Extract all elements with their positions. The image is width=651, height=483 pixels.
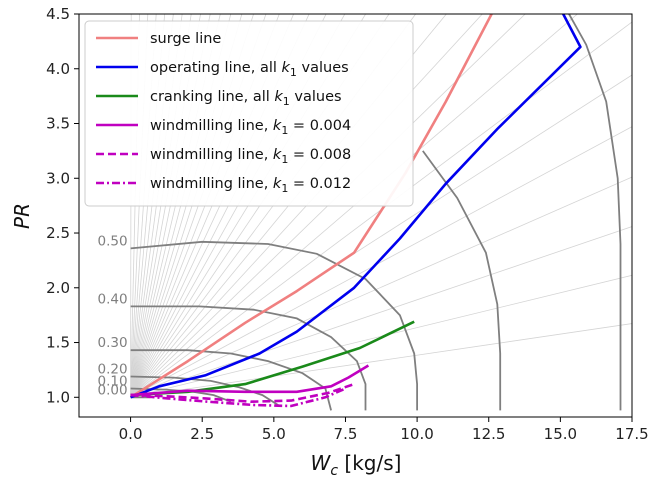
x-tick-label: 12.5 — [472, 425, 505, 443]
legend-label: windmilling line, k1 = 0.004 — [150, 118, 351, 137]
series-line — [130, 364, 370, 397]
beta-line — [130, 274, 632, 398]
series-lines — [129, 14, 582, 408]
y-tick-label: 2.0 — [46, 279, 70, 297]
x-tick-label: 17.5 — [615, 425, 648, 443]
speed-line — [130, 305, 367, 411]
x-tick-label: 0.0 — [119, 425, 143, 443]
x-tick-label: 10.0 — [400, 425, 433, 443]
y-tick-label: 1.0 — [46, 388, 70, 406]
legend-label: cranking line, all k1 values — [150, 89, 342, 108]
speed-line-label: 0.50 — [98, 233, 128, 249]
beta-line — [130, 323, 632, 398]
beta-line — [130, 14, 526, 398]
x-axis-ticks: 0.0 2.5 5.0 7.5 10.0 12.5 15.0 17.5 — [119, 417, 649, 443]
x-tick-label: 2.5 — [190, 425, 214, 443]
beta-line — [130, 126, 632, 398]
beta-lines — [130, 14, 632, 398]
speed-line-label: 0.10 — [98, 374, 128, 390]
speed-line — [568, 14, 622, 411]
speed-labels: 0.000.100.20 0.30 0.40 0.50 — [98, 233, 128, 398]
y-tick-label: 1.5 — [46, 334, 70, 352]
speed-line-label: 0.00 — [98, 382, 128, 398]
x-axis-label: Wc [kg/s] — [311, 451, 402, 479]
speed-line — [130, 375, 281, 407]
beta-line — [130, 21, 632, 398]
beta-line — [130, 14, 483, 398]
plot-frame — [78, 13, 633, 418]
y-axis-ticks: 1.0 1.5 2.0 2.5 3.0 3.5 4.0 4.5 — [46, 5, 79, 406]
y-axis-label: PR — [10, 203, 34, 229]
series-line — [129, 14, 493, 399]
legend-label: windmilling line, k1 = 0.008 — [150, 147, 351, 166]
beta-line — [130, 74, 632, 398]
series-line — [130, 382, 355, 404]
legend-box — [84, 20, 414, 207]
y-tick-label: 2.5 — [46, 224, 70, 242]
speed-line-label: 0.40 — [98, 291, 128, 307]
beta-line — [130, 14, 578, 398]
legend-label: windmilling line, k1 = 0.012 — [150, 176, 351, 195]
series-line — [130, 387, 347, 408]
speed-line-label: 0.30 — [98, 335, 128, 351]
speed-line — [130, 240, 419, 411]
speed-line — [422, 150, 502, 411]
x-tick-label: 7.5 — [334, 425, 358, 443]
x-tick-label: 15.0 — [544, 425, 577, 443]
legend-label: operating line, all k1 values — [150, 60, 349, 79]
y-tick-label: 3.5 — [46, 115, 70, 133]
x-tick-label: 5.0 — [262, 425, 286, 443]
series-line — [130, 14, 582, 399]
y-tick-label: 4.5 — [46, 5, 70, 23]
beta-line — [130, 176, 632, 398]
speed-line-label: 0.20 — [98, 361, 128, 377]
y-tick-label: 3.0 — [46, 169, 70, 187]
beta-line — [130, 226, 632, 398]
legend: surge line operating line, all k1 values c… — [84, 20, 414, 207]
y-tick-label: 4.0 — [46, 60, 70, 78]
legend-label: surge line — [150, 31, 221, 47]
